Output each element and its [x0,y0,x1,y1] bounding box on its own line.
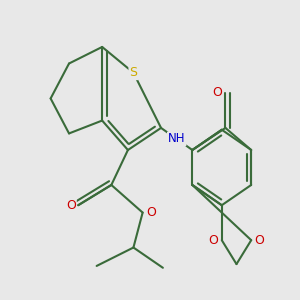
Text: O: O [254,234,264,247]
Text: O: O [212,86,222,100]
Text: O: O [209,234,219,247]
Text: O: O [66,199,76,212]
Text: NH: NH [168,133,185,146]
Text: S: S [129,66,137,79]
Text: O: O [146,206,156,219]
